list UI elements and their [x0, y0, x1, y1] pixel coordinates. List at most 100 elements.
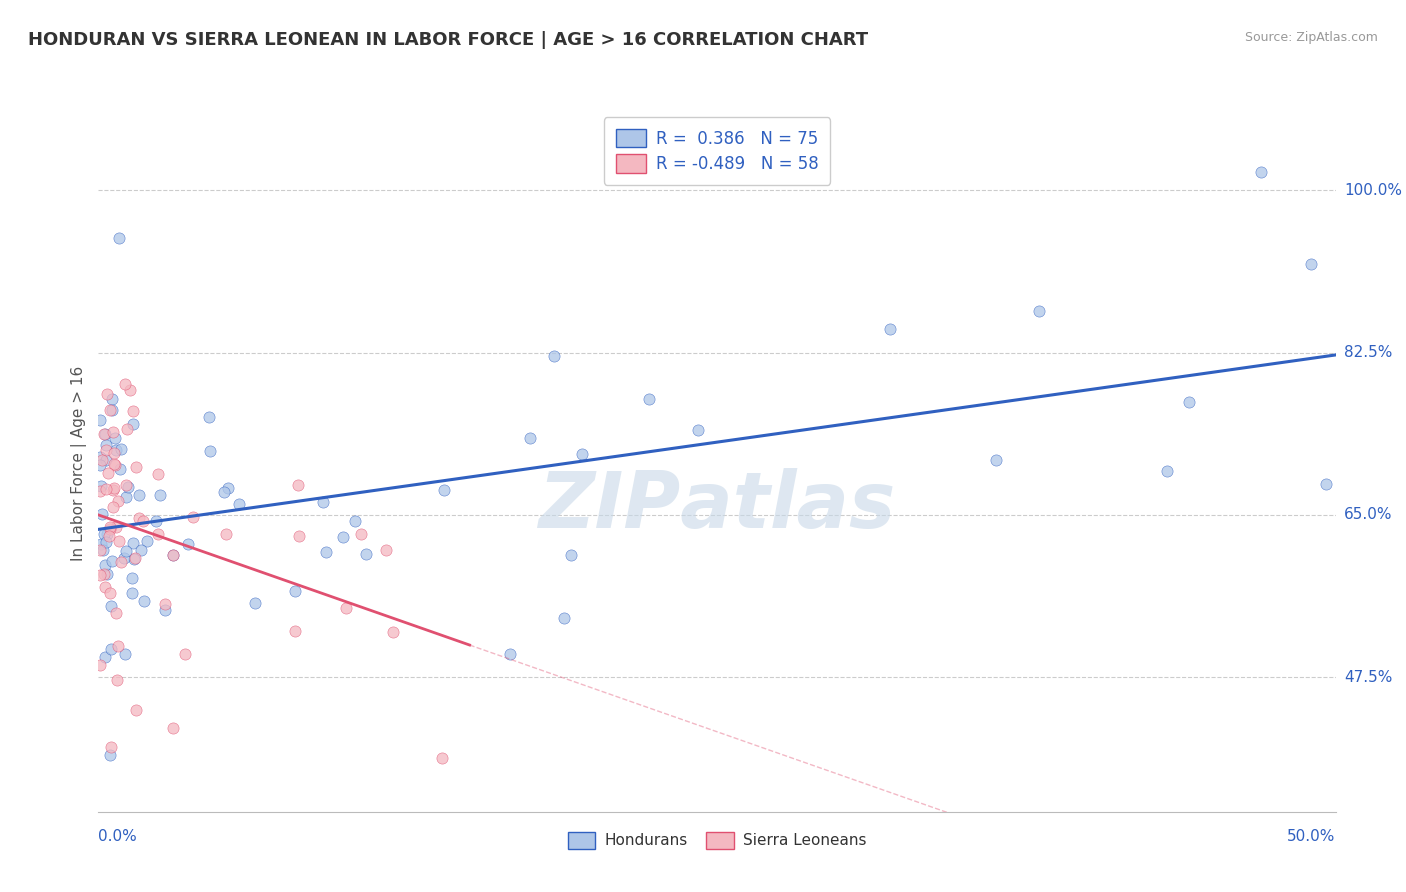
Point [217, 482, 239, 496]
Text: 50.0%: 50.0% [1288, 830, 1336, 844]
Point [89, 567, 111, 582]
Point [162, 549, 184, 563]
Text: 100.0%: 100.0% [1344, 183, 1402, 198]
Point [136, 534, 159, 549]
Point [430, 751, 453, 765]
Point [986, 453, 1008, 467]
Point [125, 459, 148, 474]
Point [90, 537, 112, 551]
Point [1156, 464, 1178, 478]
Point [381, 624, 404, 639]
Text: 0.0%: 0.0% [98, 830, 138, 844]
Point [212, 485, 235, 500]
Point [114, 647, 136, 661]
Text: ZIP​atlas: ZIP​atlas [538, 467, 896, 543]
Point [101, 403, 124, 417]
Point [96, 566, 118, 581]
Point [228, 497, 250, 511]
Point [104, 443, 127, 458]
Point [89, 458, 111, 473]
Text: Source: ZipAtlas.com: Source: ZipAtlas.com [1244, 31, 1378, 45]
Point [108, 231, 131, 245]
Point [89, 657, 111, 672]
Point [350, 526, 373, 541]
Point [91, 543, 114, 558]
Point [128, 488, 150, 502]
Point [98, 586, 121, 600]
Point [519, 431, 541, 445]
Point [96, 527, 118, 541]
Point [181, 510, 204, 524]
Point [101, 392, 124, 407]
Point [98, 403, 121, 417]
Text: 82.5%: 82.5% [1344, 345, 1392, 360]
Point [121, 585, 143, 599]
Point [124, 703, 146, 717]
Point [100, 739, 122, 754]
Point [121, 417, 143, 431]
Point [107, 639, 129, 653]
Point [91, 453, 114, 467]
Point [96, 387, 118, 401]
Point [153, 603, 176, 617]
Point [288, 529, 311, 543]
Point [287, 478, 309, 492]
Point [90, 479, 112, 493]
Point [89, 483, 111, 498]
Point [94, 453, 117, 467]
Point [94, 558, 117, 572]
Text: HONDURAN VS SIERRA LEONEAN IN LABOR FORCE | AGE > 16 CORRELATION CHART: HONDURAN VS SIERRA LEONEAN IN LABOR FORC… [28, 31, 869, 49]
Point [103, 500, 125, 514]
Point [1315, 477, 1337, 491]
Point [162, 721, 184, 735]
Point [121, 404, 143, 418]
Point [128, 511, 150, 525]
Point [134, 593, 156, 607]
Point [108, 462, 131, 476]
Point [115, 490, 138, 504]
Point [101, 483, 124, 497]
Point [93, 650, 115, 665]
Point [1028, 303, 1050, 318]
Point [93, 426, 115, 441]
Point [108, 534, 131, 549]
Point [103, 457, 125, 471]
Point [375, 542, 398, 557]
Point [101, 554, 124, 568]
Point [162, 548, 184, 562]
Point [93, 427, 115, 442]
Point [98, 529, 121, 543]
Point [98, 522, 121, 536]
Point [89, 450, 111, 465]
Point [343, 514, 366, 528]
Point [176, 536, 198, 550]
Point [89, 413, 111, 427]
Point [103, 481, 125, 495]
Point [174, 647, 197, 661]
Point [122, 552, 145, 566]
Point [312, 495, 335, 509]
Point [98, 747, 121, 762]
Point [215, 527, 238, 541]
Point [560, 548, 582, 562]
Point [132, 514, 155, 528]
Point [243, 595, 266, 609]
Legend: Hondurans, Sierra Leoneans: Hondurans, Sierra Leoneans [560, 824, 875, 856]
Point [124, 551, 146, 566]
Point [98, 520, 121, 534]
Point [153, 597, 176, 611]
Point [499, 647, 522, 661]
Point [97, 466, 120, 480]
Point [110, 442, 132, 456]
Point [107, 493, 129, 508]
Point [356, 547, 378, 561]
Point [104, 606, 127, 620]
Point [94, 535, 117, 549]
Point [543, 349, 565, 363]
Point [121, 571, 143, 585]
Point [104, 458, 127, 473]
Point [879, 322, 901, 336]
Point [96, 482, 118, 496]
Text: 47.5%: 47.5% [1344, 670, 1392, 685]
Point [146, 527, 169, 541]
